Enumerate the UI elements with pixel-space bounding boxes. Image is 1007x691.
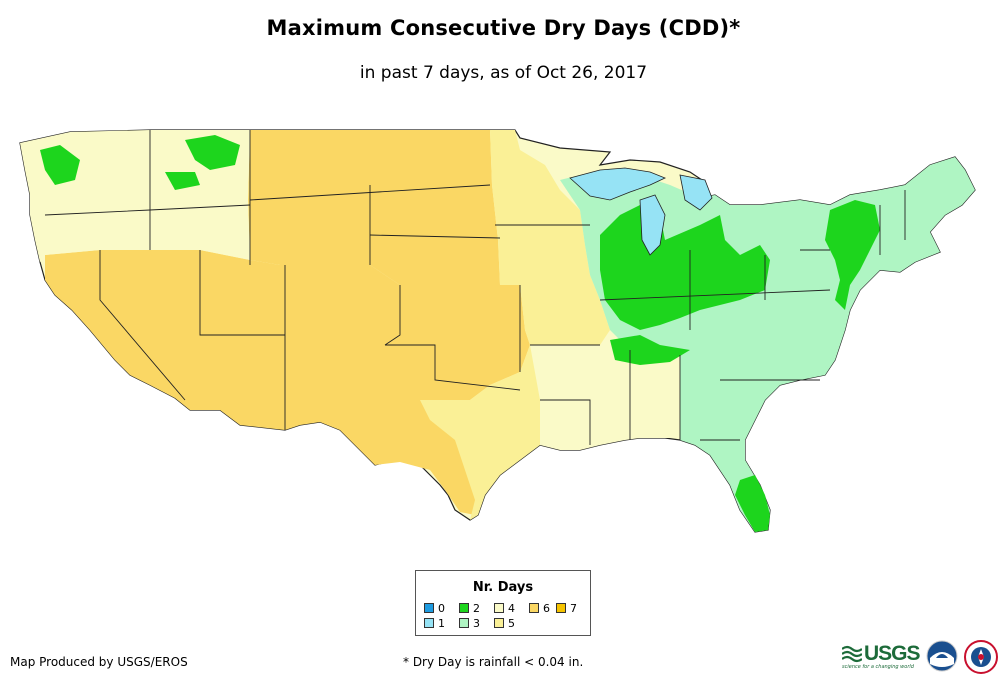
region-six-days-west (45, 250, 530, 515)
legend-title: Nr. Days (472, 580, 534, 595)
us-map-regions (19, 129, 976, 533)
lake-michigan (639, 194, 666, 256)
usgs-wordmark: USGS (864, 642, 921, 665)
legend-label-2: 2 (473, 602, 480, 615)
usgs-waves-icon (842, 645, 862, 663)
legend-swatch-7 (556, 603, 566, 613)
agency-logos: USGS science for a changing world (842, 638, 1002, 678)
usgs-logo: USGS science for a changing world (842, 642, 921, 672)
legend-swatch-6 (529, 603, 539, 613)
nws-logo-icon (964, 640, 998, 674)
legend-swatch-0 (424, 603, 434, 613)
legend-swatch-5 (494, 618, 504, 628)
map-credit: Map Produced by USGS/EROS (10, 655, 188, 669)
region-four-days-south (530, 345, 680, 450)
usgs-tagline: science for a changing world (842, 664, 914, 670)
legend-swatch-3 (459, 618, 469, 628)
legend-label-1: 1 (438, 617, 445, 630)
legend-label-7: 7 (570, 602, 577, 615)
region-five-days-texas (420, 345, 545, 520)
legend-label-5: 5 (508, 617, 515, 630)
dry-day-footnote: * Dry Day is rainfall < 0.04 in. (403, 655, 584, 669)
region-six-days-north (248, 130, 500, 285)
legend-swatch-2 (459, 603, 469, 613)
map-title: Maximum Consecutive Dry Days (CDD)* (266, 16, 741, 40)
legend-label-4: 4 (508, 602, 515, 615)
legend-swatch-4 (494, 603, 504, 613)
region-five-days-plains (490, 130, 610, 345)
legend-swatch-1 (424, 618, 434, 628)
legend-label-0: 0 (438, 602, 445, 615)
noaa-logo-icon (926, 640, 958, 672)
region-two-days-west-patch-1 (40, 145, 80, 185)
map-subtitle: in past 7 days, as of Oct 26, 2017 (359, 63, 648, 83)
region-two-days-west-patch-3 (165, 172, 200, 190)
state-boundaries (44, 130, 906, 445)
lake-superior (569, 167, 667, 201)
legend-label-3: 3 (473, 617, 480, 630)
legend-label-6: 6 (543, 602, 550, 615)
region-two-days-west-patch-2 (185, 135, 240, 170)
region-two-days-northeast (825, 200, 880, 310)
lake-huron (679, 174, 713, 211)
map-legend: Nr. Days 0 1 2 3 4 5 6 7 (415, 570, 591, 636)
region-two-days-florida (735, 475, 770, 532)
